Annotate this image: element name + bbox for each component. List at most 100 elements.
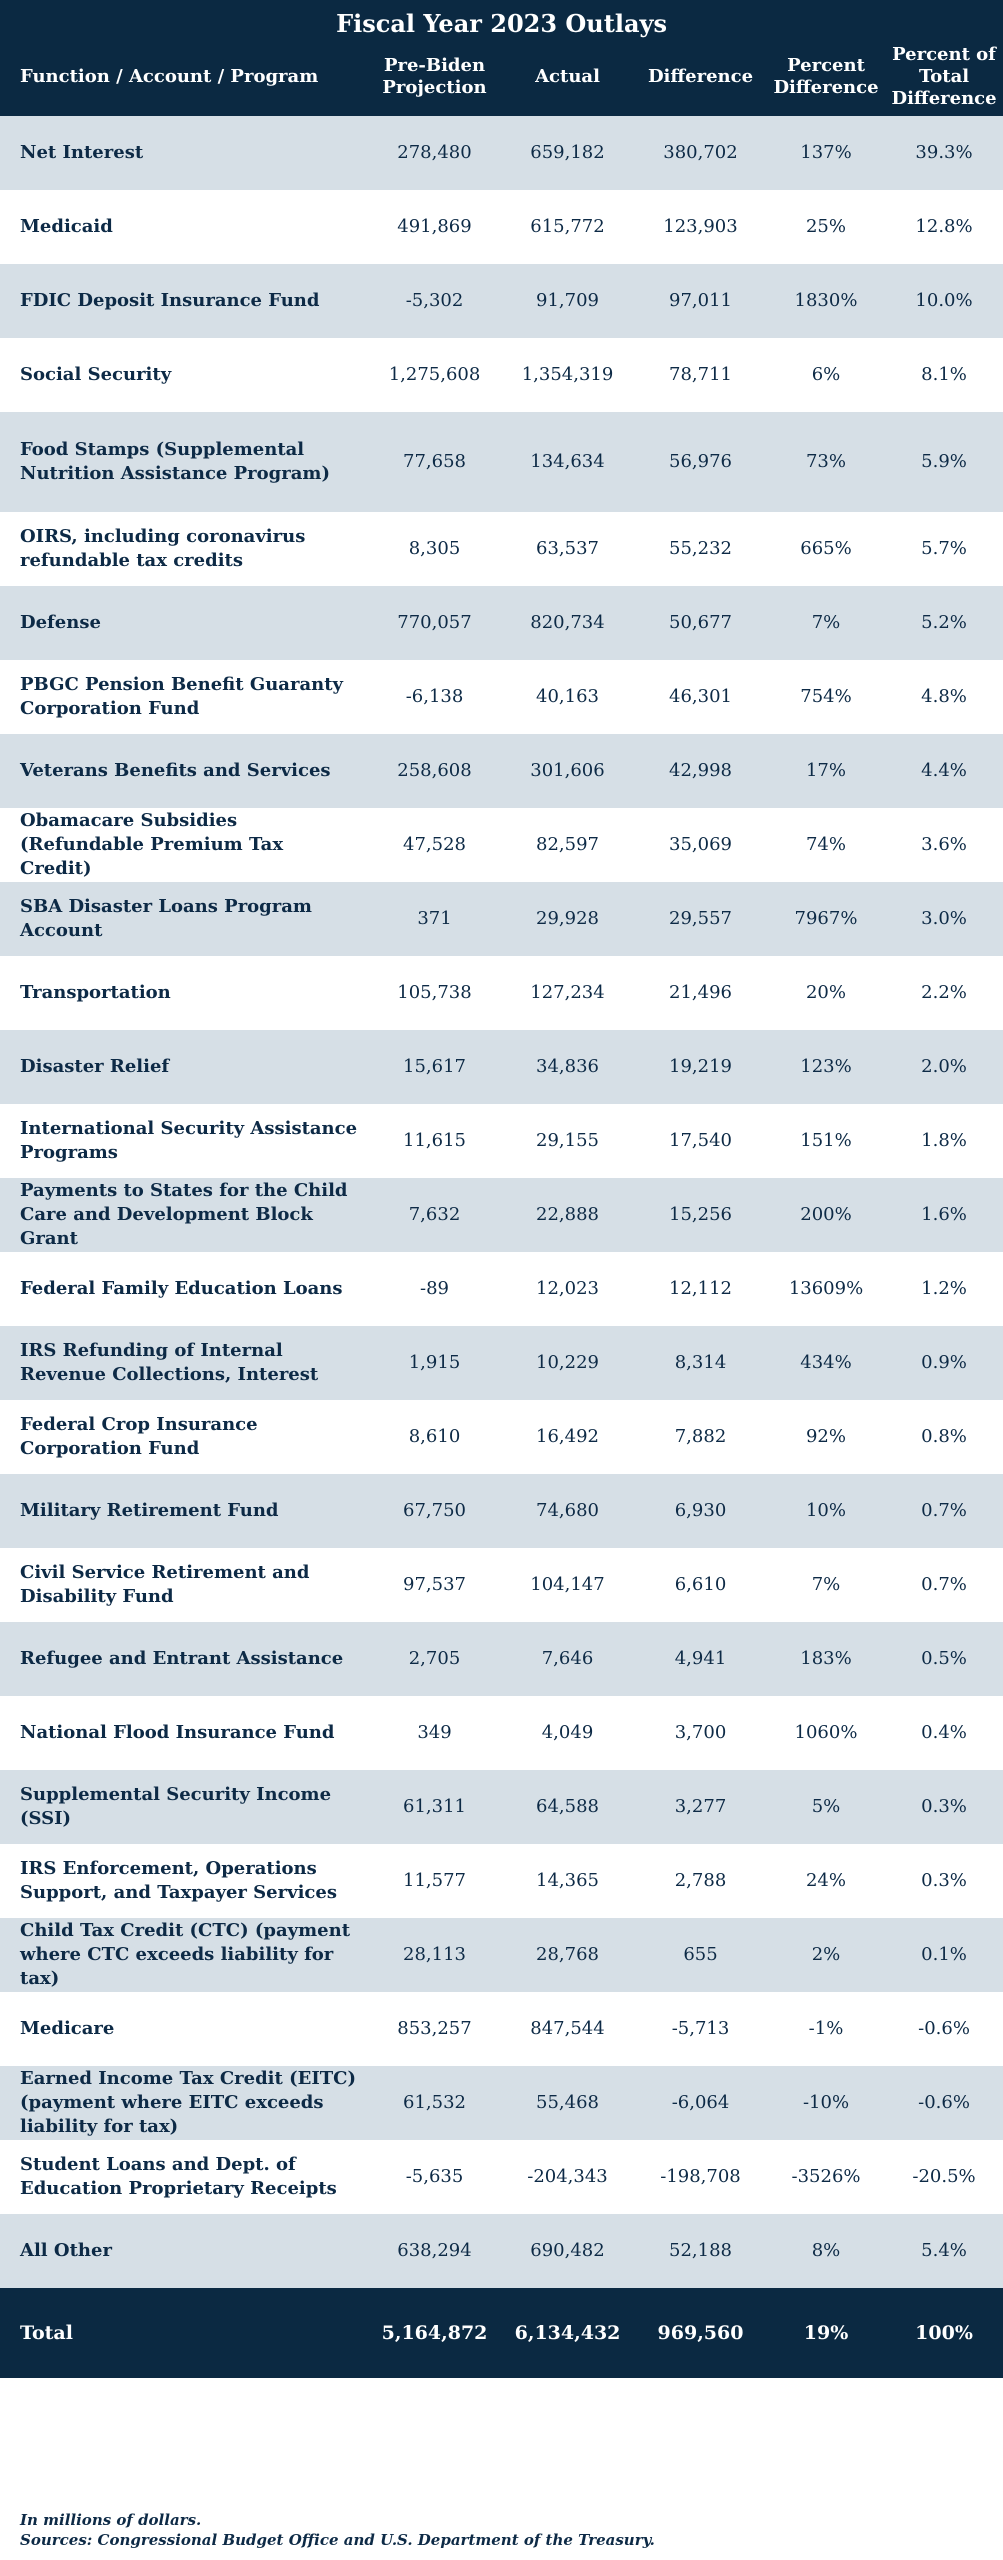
table-body: Net Interest 278,480 659,182 380,702 137% 39.… [0, 116, 1003, 2378]
cell-percent-difference: 7% [767, 1548, 885, 1622]
cell-percent-difference: 183% [767, 1622, 885, 1696]
cell-percent-difference: 6% [767, 338, 885, 412]
cell-actual: 16,492 [501, 1400, 634, 1474]
cell-percent-difference: -1% [767, 1992, 885, 2066]
cell-difference: 29,557 [634, 882, 767, 956]
column-header-row: Function / Account / Program Pre-Biden P… [0, 38, 1003, 116]
cell-projection: 8,305 [368, 512, 501, 586]
sources-note: Sources: Congressional Budget Office and… [20, 2531, 655, 2549]
cell-percent-difference: 10% [767, 1474, 885, 1548]
cell-projection: 77,658 [368, 412, 501, 512]
row-label: Federal Family Education Loans [0, 1252, 368, 1326]
cell-projection: 97,537 [368, 1548, 501, 1622]
cell-actual: 301,606 [501, 734, 634, 808]
cell-percent-total: 4.4% [885, 734, 1003, 808]
cell-percent-difference: -3526% [767, 2140, 885, 2214]
title-row: Fiscal Year 2023 Outlays [0, 0, 1003, 38]
header-percent-difference: Percent Difference [767, 38, 885, 116]
cell-projection: 47,528 [368, 808, 501, 882]
cell-projection: 105,738 [368, 956, 501, 1030]
row-label: Medicare [0, 1992, 368, 2066]
cell-actual: 55,468 [501, 2066, 634, 2140]
cell-projection: 770,057 [368, 586, 501, 660]
cell-projection: 853,257 [368, 1992, 501, 2066]
table-row: Medicare 853,257 847,544 -5,713 -1% -0.6% [0, 1992, 1003, 2066]
cell-percent-difference: 434% [767, 1326, 885, 1400]
row-label: PBGC Pension Benefit Guaranty Corporatio… [0, 660, 368, 734]
cell-projection: 61,311 [368, 1770, 501, 1844]
table-row: Federal Crop Insurance Corporation Fund 8… [0, 1400, 1003, 1474]
header-projection: Pre-Biden Projection [368, 38, 501, 116]
cell-difference: 380,702 [634, 116, 767, 190]
row-label: Disaster Relief [0, 1030, 368, 1104]
cell-percent-total: 0.5% [885, 1622, 1003, 1696]
cell-actual: 63,537 [501, 512, 634, 586]
cell-percent-difference: 20% [767, 956, 885, 1030]
cell-difference: -5,713 [634, 1992, 767, 2066]
cell-percent-difference: 7967% [767, 882, 885, 956]
cell-difference: 78,711 [634, 338, 767, 412]
cell-percent-total: 3.6% [885, 808, 1003, 882]
cell-difference: 4,941 [634, 1622, 767, 1696]
cell-percent-total: 5.7% [885, 512, 1003, 586]
row-label: SBA Disaster Loans Program Account [0, 882, 368, 956]
header-function: Function / Account / Program [0, 38, 368, 116]
total-cell-percent-total: 100% [885, 2288, 1003, 2378]
table-row: Food Stamps (Supplemental Nutrition Assi… [0, 412, 1003, 512]
cell-difference: -198,708 [634, 2140, 767, 2214]
cell-percent-total: 5.4% [885, 2214, 1003, 2288]
table-notes: In millions of dollars. Sources: Congres… [20, 2510, 655, 2550]
cell-actual: 64,588 [501, 1770, 634, 1844]
cell-projection: 11,577 [368, 1844, 501, 1918]
cell-actual: 4,049 [501, 1696, 634, 1770]
table-title: Fiscal Year 2023 Outlays [0, 0, 1003, 38]
table-row: Supplemental Security Income (SSI) 61,311… [0, 1770, 1003, 1844]
header-percent-total: Percent of Total Difference [885, 38, 1003, 116]
cell-percent-total: 0.7% [885, 1474, 1003, 1548]
cell-projection: 258,608 [368, 734, 501, 808]
cell-percent-difference: 2% [767, 1918, 885, 1992]
row-label: International Security Assistance Progra… [0, 1104, 368, 1178]
cell-difference: 56,976 [634, 412, 767, 512]
cell-difference: 35,069 [634, 808, 767, 882]
cell-projection: -5,302 [368, 264, 501, 338]
table-row: National Flood Insurance Fund 349 4,049 3,7… [0, 1696, 1003, 1770]
cell-projection: 491,869 [368, 190, 501, 264]
cell-percent-difference: -10% [767, 2066, 885, 2140]
cell-actual: 74,680 [501, 1474, 634, 1548]
cell-percent-total: 1.2% [885, 1252, 1003, 1326]
cell-projection: 61,532 [368, 2066, 501, 2140]
cell-percent-total: 1.8% [885, 1104, 1003, 1178]
cell-percent-difference: 17% [767, 734, 885, 808]
cell-difference: -6,064 [634, 2066, 767, 2140]
cell-difference: 8,314 [634, 1326, 767, 1400]
table-row: International Security Assistance Progra… [0, 1104, 1003, 1178]
cell-actual: 28,768 [501, 1918, 634, 1992]
table-row: All Other 638,294 690,482 52,188 8% 5.4% [0, 2214, 1003, 2288]
table-row: Refugee and Entrant Assistance 2,705 7,646… [0, 1622, 1003, 1696]
outlays-table: Fiscal Year 2023 Outlays Function / Acco… [0, 0, 1003, 2378]
cell-difference: 15,256 [634, 1178, 767, 1252]
cell-percent-total: -20.5% [885, 2140, 1003, 2214]
cell-projection: -6,138 [368, 660, 501, 734]
cell-difference: 7,882 [634, 1400, 767, 1474]
cell-actual: 29,155 [501, 1104, 634, 1178]
cell-actual: 690,482 [501, 2214, 634, 2288]
cell-projection: -89 [368, 1252, 501, 1326]
total-cell-actual: 6,134,432 [501, 2288, 634, 2378]
cell-percent-total: -0.6% [885, 2066, 1003, 2140]
total-cell-projection: 5,164,872 [368, 2288, 501, 2378]
cell-projection: 2,705 [368, 1622, 501, 1696]
row-label: Refugee and Entrant Assistance [0, 1622, 368, 1696]
cell-percent-total: 39.3% [885, 116, 1003, 190]
cell-actual: 127,234 [501, 956, 634, 1030]
units-note: In millions of dollars. [20, 2511, 202, 2529]
cell-percent-difference: 25% [767, 190, 885, 264]
cell-percent-difference: 7% [767, 586, 885, 660]
cell-difference: 123,903 [634, 190, 767, 264]
cell-actual: 14,365 [501, 1844, 634, 1918]
row-label: Food Stamps (Supplemental Nutrition Assi… [0, 412, 368, 512]
table-row: Net Interest 278,480 659,182 380,702 137% 39.… [0, 116, 1003, 190]
cell-percent-difference: 24% [767, 1844, 885, 1918]
total-cell-percent-difference: 19% [767, 2288, 885, 2378]
